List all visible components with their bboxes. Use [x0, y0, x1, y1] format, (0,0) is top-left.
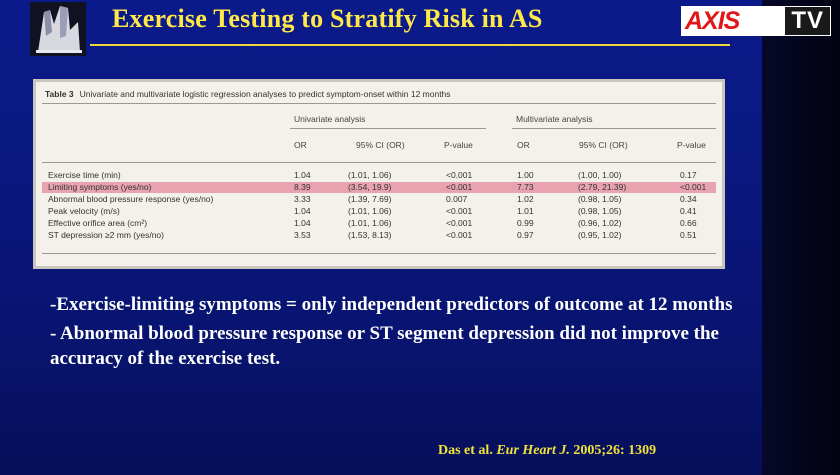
row-label: Peak velocity (m/s) [48, 206, 120, 216]
col-header-m-p: P-value [677, 140, 706, 150]
axis-tv-logo: AXIS TV [681, 6, 831, 36]
citation: Das et al. Eur Heart J. 2005;26: 1309 [438, 443, 656, 459]
cell-u-p: <0.001 [446, 182, 473, 192]
cell-m-or: 0.97 [517, 230, 534, 240]
conference-logo-icon [30, 2, 86, 56]
cell-m-ci: (0.98, 1.05) [578, 206, 622, 216]
univariate-rule [290, 128, 486, 129]
cell-u-or: 1.04 [294, 170, 311, 180]
cell-u-ci: (1.01, 1.06) [348, 218, 392, 228]
table-row: Abnormal blood pressure response (yes/no… [42, 194, 716, 205]
row-label: Effective orifice area (cm²) [48, 218, 148, 228]
cell-u-ci: (1.53, 8.13) [348, 230, 392, 240]
table-row-highlighted: Limiting symptoms (yes/no) 8.39 (3.54, 19.… [42, 182, 716, 193]
cell-u-p: 0.007 [446, 194, 468, 204]
cell-u-p: <0.001 [446, 230, 473, 240]
cell-u-p: <0.001 [446, 206, 473, 216]
cell-m-or: 0.99 [517, 218, 534, 228]
header-bottom-rule [42, 162, 716, 163]
cell-m-ci: (2.79, 21.39) [578, 182, 627, 192]
cell-u-or: 8.39 [294, 182, 311, 192]
cell-u-ci: (1.01, 1.06) [348, 170, 392, 180]
bullet-list: -Exercise-limiting symptoms = only indep… [50, 292, 750, 375]
cell-m-ci: (0.96, 1.02) [578, 218, 622, 228]
cell-m-ci: (1.00, 1.00) [578, 170, 622, 180]
cell-m-ci: (0.95, 1.02) [578, 230, 622, 240]
col-header-m-ci: 95% CI (OR) [579, 140, 628, 150]
multivariate-rule [512, 128, 716, 129]
cell-u-or: 3.53 [294, 230, 311, 240]
cell-m-or: 1.01 [517, 206, 534, 216]
slide-title: Exercise Testing to Stratify Risk in AS [112, 4, 543, 33]
cell-m-p: 0.34 [680, 194, 697, 204]
table-caption: Table 3 Univariate and multivariate logis… [45, 89, 451, 99]
cell-u-p: <0.001 [446, 218, 473, 228]
cell-m-p: 0.66 [680, 218, 697, 228]
bullet-item-accuracy: - Abnormal blood pressure response or ST… [50, 323, 719, 369]
row-label: Abnormal blood pressure response (yes/no… [48, 194, 214, 204]
col-header-u-or: OR [294, 140, 307, 150]
table-row: Exercise time (min) 1.04 (1.01, 1.06) <0.00… [42, 170, 716, 181]
table-caption-text: Univariate and multivariate logistic reg… [79, 89, 451, 99]
citation-details: 2005;26: 1309 [573, 443, 657, 458]
row-label: Exercise time (min) [48, 170, 121, 180]
table-row: Peak velocity (m/s) 1.04 (1.01, 1.06) <0.00… [42, 206, 716, 217]
cell-u-ci: (1.39, 7.69) [348, 194, 392, 204]
dark-side-margin [762, 0, 840, 475]
citation-journal: Eur Heart J. [496, 443, 570, 458]
cell-u-or: 1.04 [294, 206, 311, 216]
cell-u-or: 1.04 [294, 218, 311, 228]
tv-logo-text: TV [785, 7, 830, 35]
row-label: Limiting symptoms (yes/no) [48, 182, 152, 192]
col-header-u-p: P-value [444, 140, 473, 150]
cell-m-p: 0.51 [680, 230, 697, 240]
cell-m-or: 1.00 [517, 170, 534, 180]
axis-logo-text: AXIS [685, 6, 740, 35]
bullet-item-independent-predictors: -Exercise-limiting symptoms = only indep… [50, 294, 733, 315]
cell-m-ci: (0.98, 1.05) [578, 194, 622, 204]
group-univariate: Univariate analysis [294, 114, 366, 124]
cell-m-or: 7.73 [517, 182, 534, 192]
table-bottom-rule [42, 253, 716, 254]
citation-authors: Das et al. [438, 443, 493, 458]
cell-m-p: 0.41 [680, 206, 697, 216]
cell-m-p: <0.001 [680, 182, 707, 192]
cell-m-p: 0.17 [680, 170, 697, 180]
col-header-m-or: OR [517, 140, 530, 150]
results-table: Table 3 Univariate and multivariate logis… [36, 82, 722, 266]
cell-u-ci: (1.01, 1.06) [348, 206, 392, 216]
cell-u-p: <0.001 [446, 170, 473, 180]
group-multivariate: Multivariate analysis [516, 114, 593, 124]
table-row: ST depression ≥2 mm (yes/no) 3.53 (1.53, 8… [42, 230, 716, 241]
table-row: Effective orifice area (cm²) 1.04 (1.01, 1… [42, 218, 716, 229]
cell-u-ci: (3.54, 19.9) [348, 182, 392, 192]
title-underline [90, 44, 730, 46]
cell-u-or: 3.33 [294, 194, 311, 204]
table-caption-label: Table 3 [45, 89, 74, 99]
cell-m-or: 1.02 [517, 194, 534, 204]
table-top-rule [42, 103, 716, 104]
col-header-u-ci: 95% CI (OR) [356, 140, 405, 150]
row-label: ST depression ≥2 mm (yes/no) [48, 230, 164, 240]
